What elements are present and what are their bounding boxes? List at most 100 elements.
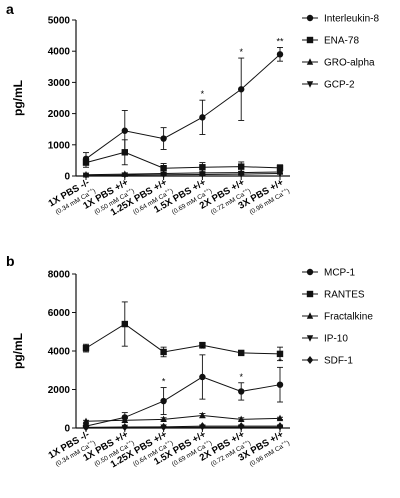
series-line [85, 376, 281, 427]
legend-item: Interleukin-8 [302, 14, 379, 25]
series-mcp-1 [82, 354, 284, 430]
y-tick-label: 8000 [48, 270, 71, 281]
data-point [276, 422, 284, 431]
legend-label: Interleukin-8 [324, 14, 379, 25]
legend-label: SDF-1 [324, 356, 353, 367]
data-point [160, 415, 167, 423]
y-axis-label: pg/mL [11, 80, 25, 116]
y-tick-label: 5000 [48, 16, 71, 27]
data-point [82, 172, 90, 180]
legend-item: Fractalkine [302, 312, 373, 323]
legend-label: MCP-1 [324, 268, 356, 279]
data-point [160, 165, 167, 172]
legend-item: GCP-2 [302, 80, 355, 91]
legend-marker [306, 81, 314, 88]
data-point [121, 416, 128, 423]
data-point [276, 164, 284, 172]
legend-item: SDF-1 [302, 356, 353, 367]
legend-marker [306, 356, 314, 364]
y-tick-label: 3000 [48, 78, 71, 89]
significance-star: * [201, 89, 205, 99]
legend-item: MCP-1 [302, 268, 356, 279]
series-rantes [82, 301, 284, 362]
data-point [199, 114, 206, 121]
legend-item: RANTES [302, 290, 365, 301]
data-point [160, 135, 167, 142]
data-point [276, 414, 284, 422]
series-interleukin-8 [82, 47, 284, 166]
data-point [121, 423, 128, 432]
y-tick-label: 0 [64, 424, 70, 435]
data-point [238, 415, 245, 423]
y-tick-label: 2000 [48, 385, 71, 396]
significance-star: * [162, 377, 166, 387]
legend-label: IP-10 [324, 334, 348, 345]
data-point [82, 344, 90, 352]
data-point [121, 320, 128, 328]
data-point [276, 381, 284, 388]
data-point [160, 397, 167, 405]
data-point [121, 172, 128, 179]
data-point [276, 51, 284, 58]
data-point [199, 373, 206, 381]
data-point [238, 163, 245, 170]
legend-item: GRO-alpha [302, 58, 375, 69]
series-line [85, 171, 281, 176]
y-tick-label: 6000 [48, 308, 71, 319]
significance-star: * [239, 372, 243, 382]
y-tick-label: 4000 [48, 347, 71, 358]
data-point [238, 388, 245, 395]
data-point [121, 127, 128, 134]
legend-marker [306, 14, 314, 22]
y-tick-label: 2000 [48, 109, 71, 120]
panel-label: a [6, 1, 14, 17]
legend-label: GCP-2 [324, 80, 355, 91]
data-point [199, 171, 206, 179]
legend-marker [306, 290, 314, 298]
data-point [160, 172, 167, 179]
significance-star: * [201, 344, 205, 354]
legend-marker [306, 312, 314, 319]
data-point [276, 350, 284, 358]
legend-label: Fractalkine [324, 312, 373, 323]
legend-marker [306, 58, 314, 65]
data-point [199, 422, 206, 431]
data-point [199, 411, 206, 419]
series-fractalkine [82, 411, 284, 424]
series-line [85, 53, 281, 160]
significance-star: ** [276, 36, 284, 46]
y-tick-label: 4000 [48, 47, 71, 58]
data-point [82, 159, 90, 166]
series-line [85, 414, 281, 422]
series-gcp-2 [82, 170, 284, 180]
legend-marker [306, 36, 314, 44]
series-ena-78 [82, 139, 284, 174]
legend-item: ENA-78 [302, 36, 359, 47]
data-point [238, 86, 245, 93]
data-point [82, 423, 90, 432]
significance-star: * [239, 47, 243, 57]
data-point [276, 170, 284, 178]
data-point [160, 348, 167, 356]
legend-label: GRO-alpha [324, 58, 375, 69]
series-line [85, 173, 281, 176]
legend-item: IP-10 [302, 334, 348, 345]
data-point [238, 171, 245, 178]
significance-star: * [278, 356, 282, 366]
panel-label: b [6, 253, 15, 269]
data-point [160, 422, 167, 431]
legend-marker [306, 268, 314, 276]
legend-marker [306, 335, 314, 342]
series-line [85, 323, 281, 355]
data-point [82, 417, 90, 424]
y-tick-label: 1000 [48, 140, 71, 151]
y-tick-label: 0 [64, 172, 70, 183]
legend-label: RANTES [324, 290, 365, 301]
series-line [85, 425, 280, 428]
y-axis-label: pg/mL [11, 333, 25, 369]
data-point [238, 349, 245, 357]
data-point [199, 164, 206, 171]
